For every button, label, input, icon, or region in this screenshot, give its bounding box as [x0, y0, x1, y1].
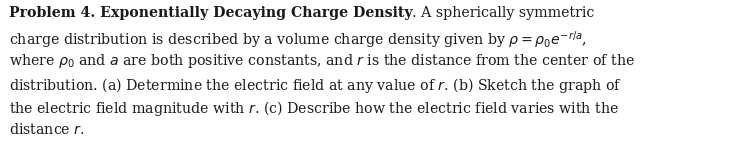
- Text: . A spherically symmetric: . A spherically symmetric: [412, 6, 595, 20]
- Text: the electric field magnitude with $r$. (c) Describe how the electric field varie: the electric field magnitude with $r$. (…: [9, 99, 619, 118]
- Text: distribution. (a) Determine the electric field at any value of $r$. (b) Sketch t: distribution. (a) Determine the electric…: [9, 76, 622, 95]
- Text: charge distribution is described by a volume charge density given by $\rho = \rh: charge distribution is described by a vo…: [9, 29, 587, 51]
- Text: distance $r$.: distance $r$.: [9, 122, 85, 137]
- Text: where $\rho_0$ and $a$ are both positive constants, and $r$ is the distance from: where $\rho_0$ and $a$ are both positive…: [9, 52, 634, 70]
- Text: Problem 4. Exponentially Decaying Charge Density: Problem 4. Exponentially Decaying Charge…: [9, 6, 412, 20]
